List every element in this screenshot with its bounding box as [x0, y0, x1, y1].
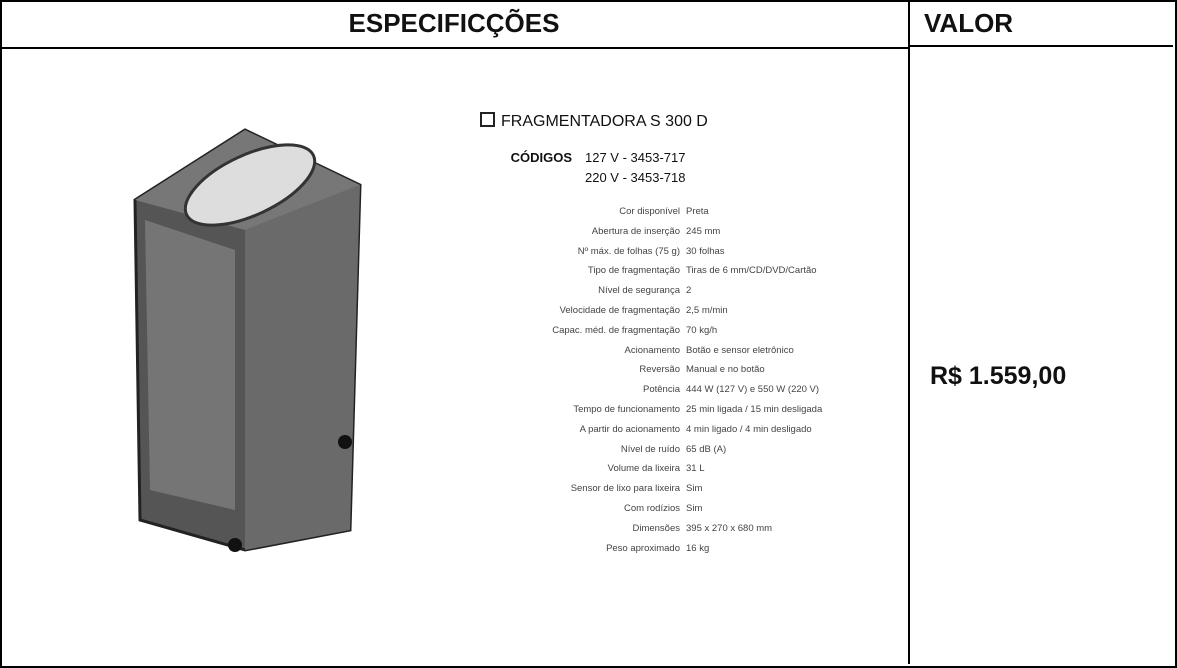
spec-value: 30 folhas [686, 245, 725, 257]
price: R$ 1.559,00 [930, 362, 1067, 390]
spec-label: Nº máx. de folhas (75 g) [577, 245, 680, 257]
spec-label: Reversão [639, 364, 680, 376]
spec-value: 395 x 270 x 680 mm [686, 522, 773, 534]
spec-value: 2,5 m/min [686, 305, 728, 316]
spec-label: Cor disponível [619, 206, 680, 217]
spec-label: Velocidade de fragmentação [559, 305, 680, 316]
spec-label: Com rodízios [624, 503, 680, 514]
spec-label: Acionamento [624, 344, 680, 356]
spec-label: Nível de segurança [598, 285, 680, 297]
spec-value: 444 W (127 V) e 550 W (220 V) [686, 384, 820, 396]
header-value: VALOR [910, 0, 1173, 47]
spec-value: Sim [686, 483, 703, 495]
spec-value: 65 dB (A) [686, 443, 727, 455]
spec-label: Nível de ruído [620, 443, 680, 455]
spec-label: Potência [643, 384, 680, 396]
spec-value: Tiras de 6 mm/CD/DVD/Cartão [686, 265, 817, 277]
product-image [133, 128, 362, 552]
spec-value: 2 [686, 285, 692, 297]
header-specs: ESPECIFICÇÕES [0, 0, 910, 49]
spec-label: Tempo de funcionamento [573, 404, 680, 415]
codes-label: CÓDIGOS [510, 150, 572, 165]
spec-label: Tipo de fragmentação [587, 265, 680, 277]
spec-value: 16 kg [686, 542, 710, 554]
product-code: 127 V - 3453-717 [585, 150, 686, 165]
spec-value: 25 min ligada / 15 min desligada [686, 404, 823, 415]
spec-label: Abertura de inserção [591, 225, 680, 237]
spec-label: Capac. méd. de fragmentação [552, 324, 680, 336]
spec-value: Sim [686, 503, 703, 514]
spec-value: 70 kg/h [686, 324, 718, 336]
product-code: 220 V - 3453-718 [585, 170, 686, 185]
spec-value: 4 min ligado / 4 min desligado [686, 423, 812, 435]
spec-label: Peso aproximado [606, 542, 680, 554]
spec-value: Preta [686, 206, 709, 217]
spec-value: 245 mm [686, 225, 721, 237]
product-name: FRAGMENTADORA S 300 D [480, 112, 708, 131]
spec-label: Dimensões [632, 522, 680, 534]
spec-value: 31 L [686, 463, 705, 475]
spec-label: Sensor de lixo para lixeira [570, 483, 680, 495]
spec-label: A partir do acionamento [579, 423, 680, 435]
spec-value: Botão e sensor eletrônico [686, 344, 794, 356]
column-divider [908, 47, 910, 664]
spec-label: Volume da lixeira [607, 463, 680, 475]
spec-value: Manual e no botão [686, 364, 765, 376]
